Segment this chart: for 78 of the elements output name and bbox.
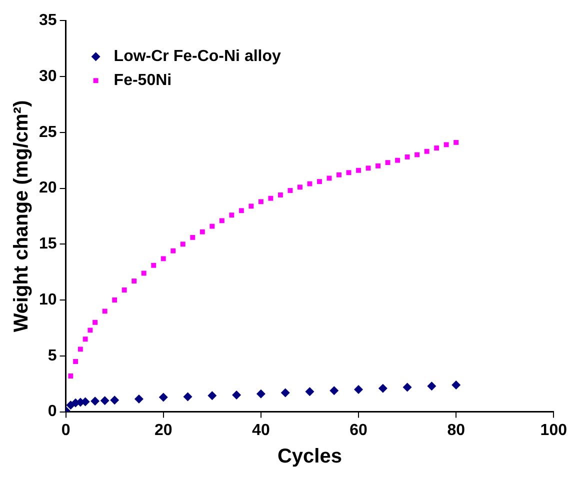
y-tick-label: 35 <box>39 12 57 30</box>
y-tick-label: 10 <box>39 291 57 308</box>
point <box>92 320 98 325</box>
point <box>385 160 390 166</box>
x-axis-title: Cycles <box>277 446 342 468</box>
point <box>90 396 100 406</box>
point <box>402 382 412 392</box>
point <box>208 391 217 400</box>
point <box>258 199 264 204</box>
point <box>200 229 205 234</box>
point <box>210 224 215 229</box>
y-axis-title: Weight change (mg/cm²) <box>10 100 33 332</box>
point <box>88 328 93 333</box>
point <box>132 278 137 284</box>
point <box>78 346 83 352</box>
x-tick-label: 40 <box>252 422 270 439</box>
point <box>326 176 332 181</box>
point <box>73 359 78 364</box>
point <box>141 270 146 276</box>
point <box>112 298 118 303</box>
point <box>434 146 440 150</box>
point <box>180 242 186 247</box>
point <box>82 336 88 342</box>
x-tick-label: 80 <box>447 422 466 439</box>
y-tick-label: 20 <box>39 180 57 197</box>
point <box>444 142 449 148</box>
point <box>134 394 144 404</box>
y-tick-label: 15 <box>39 236 57 253</box>
point <box>170 248 176 254</box>
point <box>229 212 234 218</box>
point <box>452 380 461 390</box>
point <box>190 234 196 240</box>
x-tick-label: 0 <box>61 422 70 439</box>
point <box>356 168 361 173</box>
point <box>297 184 302 190</box>
point <box>424 148 430 154</box>
legend-label: Fe-50Ni <box>114 72 172 90</box>
legend-label: Low-Cr Fe-Co-Ni alloy <box>114 48 282 66</box>
point <box>256 389 266 398</box>
point <box>346 170 352 176</box>
y-tick-label: 25 <box>39 124 57 141</box>
point <box>122 287 127 292</box>
point <box>219 218 224 224</box>
point <box>376 163 380 168</box>
point <box>454 140 459 145</box>
x-tick-label: 20 <box>154 422 172 439</box>
point <box>268 196 274 201</box>
point <box>336 172 342 178</box>
x-tick-label: 60 <box>350 422 368 439</box>
point <box>307 181 312 186</box>
point <box>427 382 436 391</box>
point <box>278 192 283 198</box>
point <box>160 256 166 262</box>
point <box>378 384 388 393</box>
point <box>110 396 120 405</box>
point <box>280 388 290 398</box>
point <box>404 154 410 160</box>
point <box>317 179 322 184</box>
x-tick-label: 100 <box>540 422 568 439</box>
point <box>395 158 400 163</box>
point <box>102 308 108 314</box>
point <box>305 387 314 396</box>
point <box>100 396 110 406</box>
y-tick-label: 0 <box>48 403 57 420</box>
point <box>330 386 339 396</box>
point <box>414 152 420 158</box>
point <box>366 166 371 171</box>
point <box>288 188 293 193</box>
point <box>68 374 74 379</box>
point <box>248 204 254 209</box>
y-tick-label: 5 <box>48 347 57 364</box>
point <box>151 262 156 268</box>
point <box>183 392 192 402</box>
point <box>158 392 168 402</box>
y-tick-label: 30 <box>39 68 57 85</box>
point <box>232 390 242 400</box>
point <box>238 208 244 214</box>
point <box>354 384 364 394</box>
